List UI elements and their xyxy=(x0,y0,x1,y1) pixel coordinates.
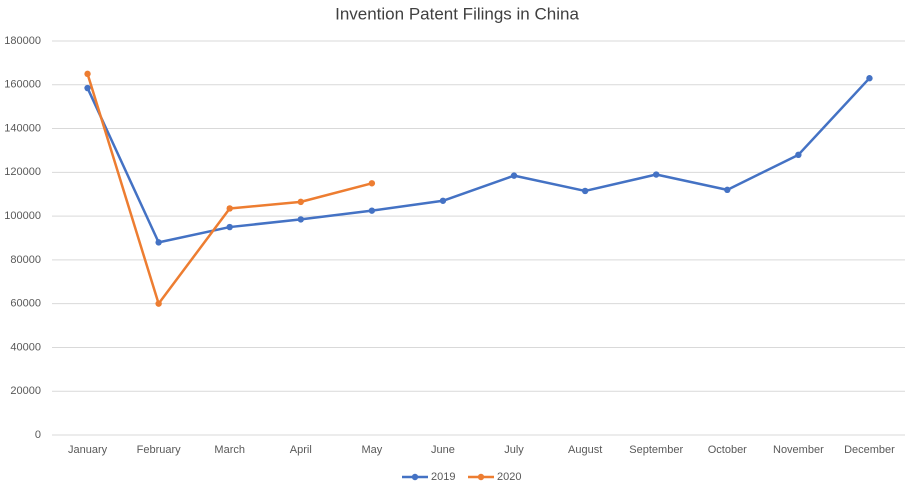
y-tick-label: 80000 xyxy=(10,254,41,266)
y-tick-label: 20000 xyxy=(10,385,41,397)
y-tick-label: 60000 xyxy=(10,298,41,310)
x-tick-label: July xyxy=(504,444,524,456)
chart-title: Invention Patent Filings in China xyxy=(335,4,579,23)
y-tick-label: 160000 xyxy=(4,79,41,91)
data-point xyxy=(724,186,731,194)
data-point xyxy=(581,187,589,195)
legend-label: 2020 xyxy=(497,471,521,483)
series-line xyxy=(86,77,871,244)
x-tick-label: February xyxy=(137,444,182,456)
data-point xyxy=(866,75,873,82)
data-point xyxy=(155,239,162,246)
x-tick-label: November xyxy=(773,444,824,456)
legend-marker xyxy=(477,473,485,481)
x-tick-label: June xyxy=(431,444,455,456)
data-point xyxy=(510,172,518,179)
x-tick-label: January xyxy=(68,444,108,456)
data-point xyxy=(368,207,376,214)
legend-marker xyxy=(411,473,419,481)
data-point xyxy=(84,84,91,92)
x-tick-label: December xyxy=(844,444,895,456)
legend-label: 2019 xyxy=(431,471,455,483)
series-line xyxy=(86,73,373,305)
y-tick-label: 180000 xyxy=(4,35,41,47)
y-tick-label: 120000 xyxy=(4,166,41,178)
data-point xyxy=(84,70,91,78)
data-point xyxy=(795,151,802,159)
data-point xyxy=(297,198,304,206)
x-tick-label: September xyxy=(629,444,683,456)
data-point xyxy=(439,197,447,204)
x-tick-label: May xyxy=(361,444,382,456)
data-point xyxy=(155,300,162,307)
data-point xyxy=(653,171,660,178)
y-tick-label: 40000 xyxy=(10,341,41,353)
y-tick-label: 140000 xyxy=(4,122,41,134)
x-tick-label: March xyxy=(214,444,245,456)
x-tick-label: August xyxy=(568,444,602,456)
data-point xyxy=(226,205,233,212)
x-tick-label: April xyxy=(290,444,312,456)
y-tick-label: 100000 xyxy=(4,210,41,222)
x-tick-label: October xyxy=(708,444,747,456)
data-point xyxy=(297,216,304,223)
data-point xyxy=(368,180,376,187)
data-point xyxy=(226,223,233,231)
y-tick-label: 0 xyxy=(35,429,41,441)
